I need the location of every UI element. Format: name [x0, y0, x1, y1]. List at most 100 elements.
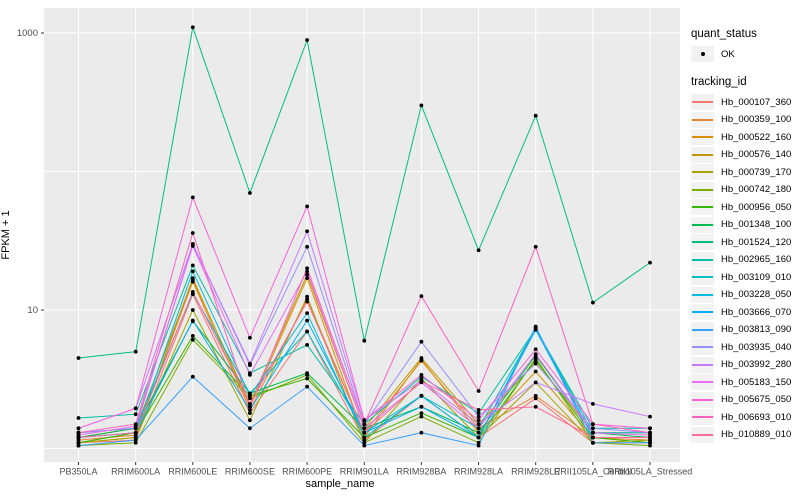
data-point	[248, 404, 252, 409]
legend-item: Hb_001348_100	[691, 216, 799, 233]
data-point	[648, 426, 652, 431]
data-point	[305, 272, 309, 277]
data-point	[76, 426, 81, 431]
data-point	[533, 352, 538, 356]
x-axis-title: sample_name	[305, 478, 375, 490]
legend-key-line-icon	[691, 391, 714, 408]
legend-title-tracking-id: tracking_id	[691, 76, 747, 88]
data-point	[533, 396, 538, 401]
legend-label: Hb_001524_120	[721, 236, 792, 248]
data-point	[305, 269, 309, 274]
legend-label: Hb_000739_170	[721, 166, 792, 178]
data-point	[305, 294, 309, 299]
legend-label: Hb_010889_010	[721, 429, 792, 440]
data-point	[248, 191, 252, 195]
data-point	[305, 318, 309, 323]
legend-label: Hb_005183_150	[721, 376, 792, 388]
data-point	[133, 422, 138, 426]
legend-item: Hb_003666_070	[691, 304, 799, 320]
data-point	[305, 329, 309, 334]
data-point	[190, 290, 195, 294]
data-point	[533, 393, 538, 398]
data-point	[648, 430, 652, 435]
legend-item: Hb_001524_120	[691, 234, 799, 250]
legend-items: Hb_000107_360 Hb_000359_100 Hb_000522_160 H…	[691, 94, 799, 443]
data-point	[248, 393, 252, 398]
x-tick-label: RRIM600PE	[282, 467, 332, 477]
data-point	[533, 347, 538, 352]
legend-item: Hb_003813_090	[691, 321, 799, 338]
data-point	[190, 278, 195, 282]
data-point	[190, 269, 195, 274]
legend-item: Hb_003935_040	[691, 339, 799, 355]
data-point	[476, 414, 481, 419]
data-point	[305, 299, 309, 304]
data-point	[419, 356, 424, 360]
legend-title-quant-status: quant_status	[691, 28, 757, 40]
legend: quant_status OK tracking_id Hb_000107_36…	[691, 28, 799, 457]
data-point	[533, 361, 538, 366]
data-point	[648, 260, 652, 265]
legend-label: Hb_003935_040	[721, 341, 792, 353]
data-point	[419, 404, 424, 409]
data-point	[362, 426, 367, 431]
x-tick-label: PB350LA	[59, 467, 97, 477]
legend-key-line-icon	[691, 216, 714, 233]
legend-key-line-icon	[691, 94, 714, 110]
data-point	[305, 384, 309, 389]
y-tick-label: 10	[27, 305, 38, 316]
data-point	[533, 380, 538, 385]
data-point	[190, 263, 195, 268]
legend-item: Hb_002965_160	[691, 251, 799, 268]
data-point	[76, 440, 81, 445]
data-point	[190, 244, 195, 248]
data-point	[133, 412, 138, 417]
x-tick-label: RRIM600LE	[168, 467, 217, 477]
data-point	[362, 438, 367, 442]
legend-label: OK	[721, 48, 735, 60]
data-point	[362, 418, 367, 423]
data-point	[533, 244, 538, 249]
data-point	[305, 276, 309, 280]
legend-label: Hb_005675_050	[721, 394, 792, 405]
legend-label: Hb_000576_140	[721, 149, 792, 160]
data-point	[362, 435, 367, 440]
legend-item: Hb_000576_140	[691, 146, 799, 163]
x-tick-label: RRIM928LE	[511, 467, 560, 477]
data-point	[133, 349, 138, 354]
data-point	[305, 229, 309, 234]
legend-key-line-icon	[691, 356, 714, 373]
data-point	[133, 430, 138, 435]
data-point	[248, 408, 252, 412]
data-point	[648, 435, 652, 440]
legend-key-line-icon	[691, 251, 714, 268]
legend-item: Hb_003992_280	[691, 356, 799, 373]
data-point	[362, 338, 367, 343]
data-point	[190, 334, 195, 338]
data-point	[591, 440, 595, 445]
legend-key-line-icon	[691, 339, 714, 355]
data-point	[419, 430, 424, 435]
data-point	[591, 300, 595, 305]
data-point	[533, 404, 538, 409]
data-point	[533, 327, 538, 332]
legend-key-line-icon	[691, 426, 714, 443]
legend-key-line-icon	[691, 146, 714, 163]
legend-item: Hb_000359_100	[691, 111, 799, 128]
data-point	[133, 440, 138, 445]
data-point	[648, 443, 652, 448]
data-point	[476, 408, 481, 412]
data-point	[190, 337, 195, 342]
data-point	[591, 435, 595, 440]
data-point	[76, 416, 81, 420]
data-point	[305, 204, 309, 209]
legend-key-line-icon	[691, 181, 714, 198]
data-point	[476, 443, 481, 448]
legend-key-line-icon	[691, 129, 714, 145]
x-tick-label: RRIM600LA	[111, 467, 160, 477]
data-point	[648, 438, 652, 442]
data-point	[248, 396, 252, 401]
legend-key-line-icon	[691, 286, 714, 303]
legend-label: Hb_003109_010	[721, 271, 792, 283]
